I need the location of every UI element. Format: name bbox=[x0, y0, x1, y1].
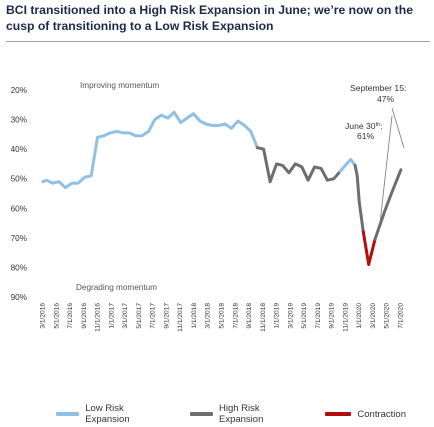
x-tick-label: 1/1/2017 bbox=[108, 303, 115, 329]
x-tick-label: 3/1/2018 bbox=[205, 303, 212, 329]
y-tick-label: 40% bbox=[11, 145, 27, 154]
series-line-low-risk-expansion bbox=[41, 110, 259, 190]
legend-item-low-risk: Low Risk Expansion bbox=[56, 403, 162, 425]
annotation-improving: Improving momentum bbox=[80, 81, 159, 90]
x-tick-label: 7/1/2016 bbox=[67, 303, 74, 329]
x-tick-label: 7/1/2018 bbox=[232, 303, 239, 329]
x-tick-label: 7/1/2020 bbox=[398, 303, 405, 329]
chart-legend: Low Risk Expansion High Risk Expansion C… bbox=[56, 403, 434, 425]
x-tick-label: 3/1/2017 bbox=[122, 303, 129, 329]
annotation-degrading: Degrading momentum bbox=[76, 283, 157, 292]
x-tick-label: 7/1/2017 bbox=[150, 303, 157, 329]
leader-line-september bbox=[391, 107, 405, 149]
legend-label-contraction: Contraction bbox=[357, 408, 406, 420]
y-tick-label: 30% bbox=[11, 116, 27, 125]
chart-title: BCI transitioned into a High Risk Expans… bbox=[6, 3, 413, 33]
x-tick-label: 5/1/2016 bbox=[53, 303, 60, 329]
legend-item-high-risk: High Risk Expansion bbox=[189, 403, 298, 425]
legend-item-contraction: Contraction bbox=[325, 409, 406, 420]
series-line-low-risk-expansion bbox=[338, 158, 357, 173]
x-tick-label: 3/1/2019 bbox=[287, 303, 294, 329]
y-tick-label: 60% bbox=[11, 204, 27, 213]
x-tick-label: 5/1/2018 bbox=[219, 303, 226, 329]
x-tick-label: 11/1/2019 bbox=[342, 303, 349, 332]
x-tick-label: 11/1/2016 bbox=[95, 303, 102, 332]
x-tick-label: 7/1/2019 bbox=[315, 303, 322, 329]
x-tick-label: 5/1/2020 bbox=[384, 303, 391, 329]
annotation-september-value: 47% bbox=[377, 94, 395, 104]
x-tick-label: 11/1/2018 bbox=[260, 303, 267, 332]
x-tick-label: 9/1/2017 bbox=[163, 303, 170, 329]
legend-label-low-risk: Low Risk Expansion bbox=[85, 403, 130, 425]
annotation-june: June 30th: bbox=[345, 121, 383, 131]
y-tick-label: 70% bbox=[11, 234, 27, 243]
x-tick-label: 9/1/2018 bbox=[246, 303, 253, 329]
legend-label-high-risk: High Risk Expansion bbox=[219, 403, 264, 425]
x-tick-label: 5/1/2019 bbox=[301, 303, 308, 329]
title-divider bbox=[6, 41, 430, 42]
y-tick-label: 80% bbox=[11, 263, 27, 272]
legend-swatch-low-risk bbox=[56, 412, 80, 416]
y-tick-label: 90% bbox=[11, 293, 27, 302]
legend-swatch-high-risk bbox=[189, 412, 213, 416]
x-tick-label: 1/1/2018 bbox=[191, 303, 198, 329]
x-tick-label: 9/1/2016 bbox=[81, 303, 88, 329]
x-tick-label: 1/1/2020 bbox=[356, 303, 363, 329]
series-line-high-risk-expansion bbox=[255, 146, 342, 184]
x-tick-label: 1/1/2019 bbox=[274, 303, 281, 329]
series-line-contraction bbox=[361, 230, 377, 266]
annotation-september: September 15: bbox=[350, 83, 406, 93]
bci-line-chart: 20% 30% 40% 50% 60% 70% 80% 90% 3/1/2016 5/1/2016… bbox=[11, 81, 407, 332]
x-tick-label: 11/1/2017 bbox=[177, 303, 184, 332]
annotation-june-value: 61% bbox=[357, 131, 375, 141]
series-line-high-risk-expansion bbox=[373, 168, 403, 241]
x-tick-label: 3/1/2020 bbox=[370, 303, 377, 329]
series-line-high-risk-expansion bbox=[353, 163, 365, 234]
legend-swatch-contraction bbox=[325, 412, 352, 416]
y-tick-label: 50% bbox=[11, 175, 27, 184]
x-tick-label: 5/1/2017 bbox=[136, 303, 143, 329]
x-tick-label: 9/1/2019 bbox=[329, 303, 336, 329]
x-tick-label: 3/1/2016 bbox=[40, 303, 47, 329]
y-tick-label: 20% bbox=[11, 86, 27, 95]
leader-line-june bbox=[378, 115, 393, 233]
